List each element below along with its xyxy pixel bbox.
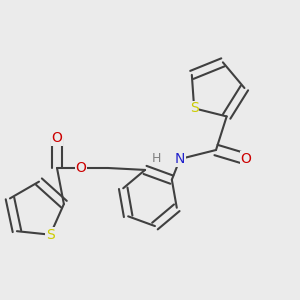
Text: O: O [76,161,86,175]
Text: S: S [190,101,199,115]
Text: H: H [151,152,161,166]
Text: N: N [175,152,185,166]
Text: O: O [52,131,62,145]
Text: O: O [241,152,251,166]
Text: S: S [46,228,55,242]
